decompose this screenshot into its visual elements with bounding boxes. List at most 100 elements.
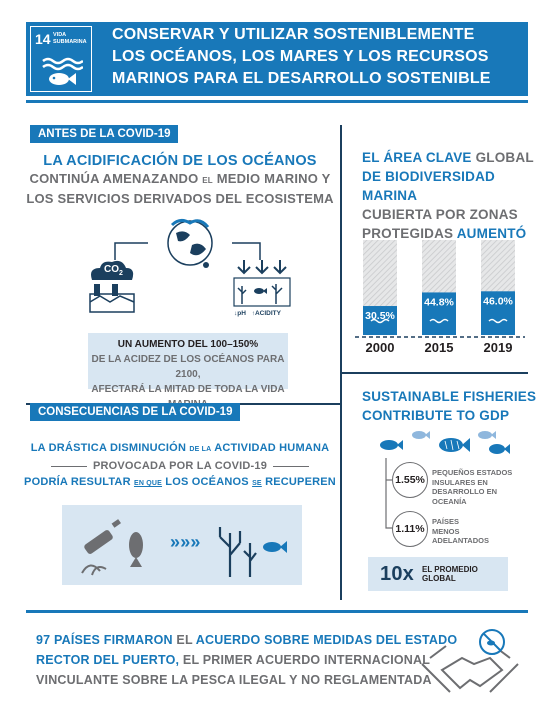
acid-stat-line2: DE LA ACIDEZ DE LOS OCÉANOS PARA 2100,	[91, 354, 285, 380]
footer-1b: EL	[176, 633, 193, 647]
footer-line3: VINCULANTE SOBRE LA PESCA ILEGAL Y NO RE…	[36, 673, 432, 687]
consequences-text: LA DRÁSTICA DISMINUCIÓN DE LA ACTIVIDAD …	[20, 440, 340, 492]
acidity-stat-box: UN AUMENTO DEL 100–150% DE LA ACIDEZ DE …	[88, 333, 288, 410]
acid-head-2a: CONTINÚA AMENAZANDO	[29, 171, 199, 186]
sdg-number: 14	[35, 31, 51, 47]
bar-value-label-2000: 30.5%	[365, 310, 395, 322]
co2-text: CO	[104, 264, 119, 275]
header-accent-line	[26, 100, 528, 103]
bar-2015	[422, 292, 456, 335]
cons-line3: PODRÍA RESULTAR EN QUE LOS OCÉANOS SE RE…	[20, 474, 340, 492]
acid-head-2c: MEDIO MARINO Y	[216, 171, 331, 186]
footer-2b: EL PRIMER ACUERDO INTERNACIONAL	[182, 653, 431, 667]
stat2-line2: MENOS	[432, 526, 460, 536]
bar-2000	[363, 306, 397, 335]
footer-text: 97 PAÍSES FIRMARON EL ACUERDO SOBRE MEDI…	[36, 630, 457, 690]
bar-2019	[481, 291, 515, 335]
year-label-2019: 2019	[483, 340, 513, 355]
footer-2a: RECTOR DEL PUERTO,	[36, 653, 180, 667]
co2-factory-icon	[89, 260, 135, 313]
cons-2: PROVOCADA POR LA COVID-19	[92, 460, 268, 472]
stat1-description: PEQUEÑOS ESTADOS INSULARES EN DESARROLLO…	[432, 468, 512, 506]
tag-consequences: CONSECUENCIAS DE LA COVID-19	[30, 403, 241, 421]
protected-heading: EL ÁREA CLAVE GLOBAL DE BIODIVERSIDAD MA…	[362, 148, 549, 243]
co2-subscript: 2	[119, 270, 123, 277]
cons-1a: LA DRÁSTICA DISMINUCIÓN	[30, 442, 187, 454]
stat2-line1: PAÍSES	[432, 517, 459, 526]
prot-line1: EL ÁREA CLAVE GLOBAL	[362, 148, 549, 167]
bar-wave-icon-2000	[370, 318, 390, 324]
prot-line4a: PROTEGIDAS	[362, 226, 454, 241]
header-band	[26, 22, 528, 96]
cons-1b: DE LA	[189, 446, 212, 453]
fisheries-heading: SUSTAINABLE FISHERIES CONTRIBUTE TO GDP	[362, 387, 536, 425]
cons-3a: PODRÍA RESULTAR	[24, 476, 131, 488]
stat1-line3: DESARROLLO EN	[432, 487, 498, 496]
sdg-label: VIDA SUBMARINA	[53, 32, 87, 45]
protected-bottom-rule	[340, 372, 528, 374]
footer-line1: 97 PAÍSES FIRMARON EL ACUERDO SOBRE MEDI…	[36, 630, 457, 650]
year-label-2000: 2000	[365, 340, 395, 355]
tag-before-covid: ANTES DE LA COVID-19	[30, 125, 179, 143]
acidity-label: ACIDITY	[254, 310, 281, 317]
stat1-line2: INSULARES EN	[432, 477, 488, 487]
healthy-ocean-icon	[218, 527, 287, 577]
cons-1c: ACTIVIDAD HUMANA	[214, 442, 330, 454]
acid-head-2b: EL	[202, 176, 213, 185]
cons-line1: LA DRÁSTICA DISMINUCIÓN DE LA ACTIVIDAD …	[20, 440, 340, 458]
cons-line2: PROVOCADA POR LA COVID-19	[20, 458, 340, 474]
acid-head-line1: LA ACIDIFICACIÓN DE LOS OCÉANOS	[43, 153, 317, 169]
agreement-handshake-icon	[421, 629, 519, 693]
bar-wave-icon-2015	[429, 318, 449, 324]
multiplier-value: 10x	[380, 562, 414, 585]
cons-3e: RECUPEREN	[265, 476, 336, 488]
ph-label: pH	[237, 310, 246, 317]
sdg-badge: 14 VIDA SUBMARINA	[30, 26, 92, 92]
acid-head-line2: CONTINÚA AMENAZANDO EL MEDIO MARINO Y	[20, 170, 340, 190]
cons-3b: EN QUE	[133, 480, 163, 487]
footer-1c: ACUERDO SOBRE MEDIDAS DEL ESTADO	[195, 633, 458, 647]
fish-school-icon	[380, 431, 510, 454]
bar-wave-icon-2019	[488, 318, 508, 324]
header-title-line1: CONSERVAR Y UTILIZAR SOSTENIBLEMENTE	[112, 26, 475, 43]
prot-line3: CUBIERTA POR ZONAS	[362, 207, 518, 222]
stat2-line3: ADELANTADOS	[432, 536, 489, 545]
acidification-heading: LA ACIDIFICACIÓN DE LOS OCÉANOS CONTINÚA…	[20, 152, 340, 208]
co2-label: CO2	[104, 264, 123, 277]
multiplier-label: EL PROMEDIO GLOBAL	[421, 565, 478, 583]
prot-line1b: GLOBAL	[475, 150, 534, 165]
left-column-divider	[340, 125, 342, 600]
header-title-line3: MARINOS PARA EL DESARROLLO SOSTENIBLE	[112, 70, 491, 87]
header-title: CONSERVAR Y UTILIZAR SOSTENIBLEMENTE LOS…	[112, 24, 491, 90]
prot-line2: DE BIODIVERSIDAD MARINA	[362, 169, 495, 203]
cons-3d: SE	[252, 480, 262, 487]
stat1-line4: OCEANÍA	[432, 496, 467, 506]
footer-line2: RECTOR DEL PUERTO, EL PRIMER ACUERDO INT…	[36, 650, 457, 670]
protected-area-bar-chart: 30.5% 44.8% 46.0%	[355, 240, 525, 338]
fish-head-line1: SUSTAINABLE FISHERIES	[362, 389, 537, 404]
acid-stat-line1: UN AUMENTO DEL 100–150%	[117, 339, 259, 350]
header-title-line2: LOS OCÉANOS, LOS MARES Y LOS RECURSOS	[112, 48, 489, 65]
prot-line4: PROTEGIDAS AUMENTÓ	[362, 224, 549, 243]
transition-arrows: »»»	[170, 532, 201, 552]
acid-head-line3: LOS SERVICIOS DERIVADOS DEL ECOSISTEMA	[26, 191, 334, 206]
footer-top-rule	[26, 610, 528, 613]
stat-circle-1: 1.55%	[392, 462, 428, 498]
stat-circle-2: 1.11%	[392, 511, 428, 547]
global-multiplier-box: 10x EL PROMEDIO GLOBAL	[368, 557, 508, 591]
stat1-line1: PEQUEÑOS ESTADOS	[432, 468, 513, 477]
year-label-2015: 2015	[424, 340, 454, 355]
coral-ph-icon	[233, 260, 291, 307]
prot-line1a: EL ÁREA CLAVE	[362, 150, 472, 165]
fish-waves-icon	[42, 57, 83, 85]
prot-line4b: AUMENTÓ	[456, 226, 527, 241]
polluted-ocean-icon	[81, 519, 143, 576]
ph-acidity-labels: ↓pH ↑ACIDITY	[234, 310, 281, 317]
year-labels: 2000 2015 2019	[355, 340, 525, 356]
fish-head-line2: CONTRIBUTE TO GDP	[362, 408, 510, 423]
footer-1a: 97 PAÍSES FIRMARON	[36, 633, 173, 647]
bar-value-label-2015: 44.8%	[424, 296, 454, 308]
acidification-illustration	[114, 218, 261, 268]
bar-value-label-2019: 46.0%	[483, 295, 513, 307]
cons-3c: LOS OCÉANOS	[165, 476, 249, 488]
